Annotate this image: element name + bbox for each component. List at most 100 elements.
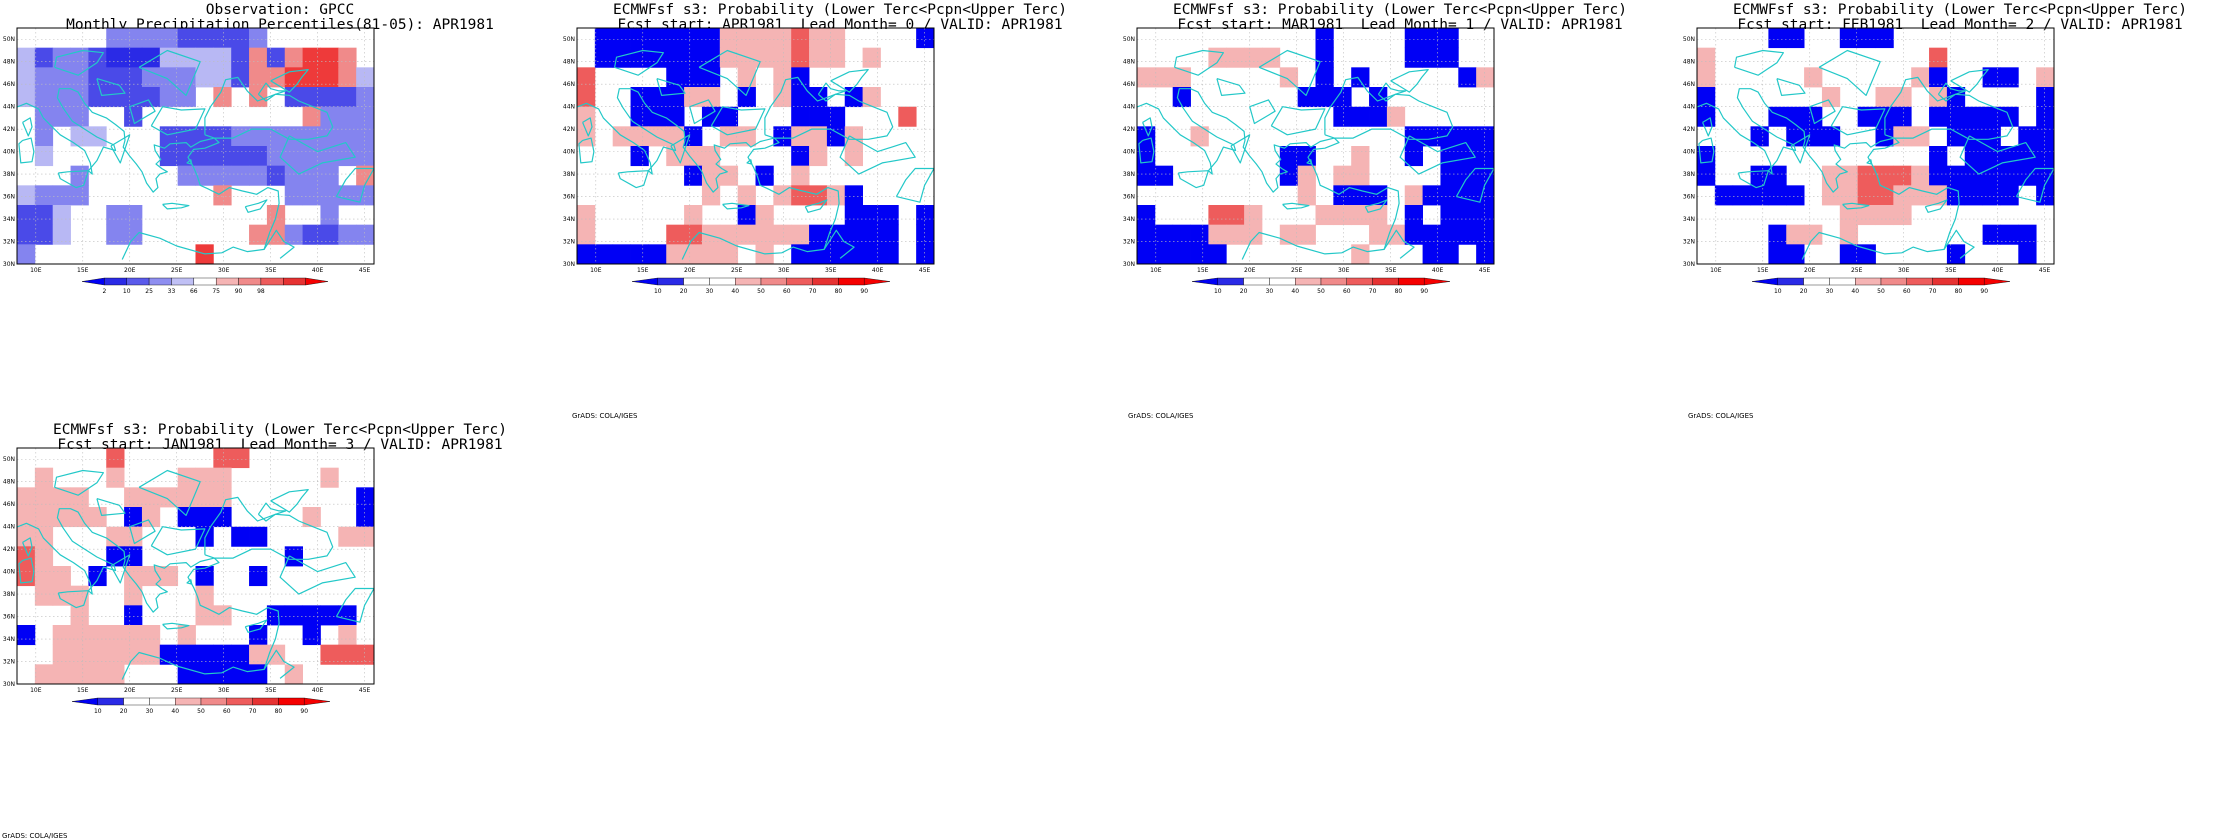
- grid-cell: [17, 205, 36, 226]
- coastline: [698, 49, 761, 96]
- grid-cell: [916, 28, 934, 49]
- grid-cell: [302, 106, 321, 127]
- grid-cell: [213, 507, 232, 528]
- map-panel-lead-month-2: ECMWFsf s3: Probability (Lower Terc<Pcpn…: [1680, 0, 2240, 421]
- grid-cell: [302, 87, 321, 108]
- grid-cell: [356, 487, 374, 508]
- colorbar-segment: [1346, 277, 1373, 286]
- grads-credit: GrADS: COLA/IGES: [572, 412, 638, 420]
- map-frame: [1136, 27, 1495, 265]
- grid-cell: [338, 106, 357, 127]
- coastline: [383, 95, 411, 183]
- lon-tick-label: 30E: [778, 267, 790, 274]
- grid-cell: [1946, 244, 1966, 264]
- grid-cell: [1351, 165, 1370, 186]
- grid-cell: [1190, 244, 1209, 264]
- grid-cell: [2018, 165, 2037, 186]
- grid-cell: [1458, 165, 1477, 186]
- grid-cell: [195, 566, 214, 587]
- grid-cell: [1857, 165, 1876, 186]
- grid-cell: [356, 224, 374, 245]
- lon-tick-label: 40E: [1432, 267, 1444, 274]
- colorbar-label: 50: [1317, 288, 1325, 295]
- grid-cell: [773, 185, 792, 206]
- grid-cell: [1137, 67, 1156, 88]
- grid-cell: [338, 625, 357, 646]
- colorbar-segment: [1777, 277, 1804, 286]
- grid-cell: [1333, 185, 1352, 206]
- grid-cell: [213, 605, 232, 626]
- coastline: [1702, 117, 1713, 137]
- grid-cell: [338, 126, 357, 147]
- grid-cell: [701, 47, 721, 68]
- grid-cell: [1946, 126, 1966, 147]
- grid-cell: [17, 47, 36, 68]
- map-plot: 30N 32N 34N 36N 38N 40N 42N 44N 46N 48N 50N 10E 15E 2…: [563, 27, 935, 295]
- grid-cell: [844, 244, 863, 264]
- colorbar: 10 20 30 40 50 60 70 80 90: [631, 277, 891, 295]
- grid-cell: [88, 67, 107, 88]
- lat-tick-label: 48N: [1683, 59, 1695, 66]
- grid-cell: [159, 87, 179, 108]
- grid-cell: [213, 664, 232, 684]
- grid-cell: [1154, 67, 1174, 88]
- colorbar-label: 60: [1903, 288, 1911, 295]
- grid-cell: [124, 526, 143, 547]
- grid-cell: [17, 185, 36, 206]
- colorbar-segment: [1854, 277, 1882, 286]
- coastline: [150, 106, 206, 136]
- grid-cell: [34, 526, 54, 547]
- grid-cell: [17, 224, 36, 245]
- grid-cell: [88, 644, 107, 665]
- lon-tick-label: 40E: [312, 687, 324, 694]
- grid-cell: [320, 165, 339, 186]
- grid-cell: [719, 28, 739, 49]
- grid-cell: [1857, 244, 1876, 264]
- grid-cell: [124, 87, 143, 108]
- grid-cell: [34, 566, 54, 587]
- grid-cell: [791, 224, 810, 245]
- grid-cell: [1386, 106, 1406, 127]
- coastline: [270, 489, 309, 513]
- grid-cell: [1244, 205, 1263, 226]
- grid-cell: [1333, 205, 1352, 226]
- lon-tick-label: 45E: [1479, 267, 1491, 274]
- lat-tick-label: 30N: [3, 261, 15, 268]
- lon-tick-label: 10E: [590, 267, 602, 274]
- coastline: [1776, 78, 1806, 96]
- grid-cell: [719, 244, 739, 264]
- grid-cell: [1893, 165, 1912, 186]
- grid-cell: [826, 106, 846, 127]
- colorbar-label: 30: [1826, 288, 1834, 295]
- grid-cell: [1422, 244, 1441, 264]
- grid-cell: [124, 205, 143, 226]
- grid-cell: [1458, 224, 1477, 245]
- colorbar-segment: [1829, 277, 1856, 286]
- grid-cell: [106, 644, 125, 665]
- grid-cell: [1422, 47, 1441, 68]
- grid-cell: [213, 487, 232, 508]
- grid-cell: [52, 67, 71, 88]
- grid-cell: [34, 146, 54, 167]
- colorbar-segment: [760, 277, 787, 286]
- grid-cell: [88, 664, 107, 684]
- grid-cell: [1697, 165, 1716, 186]
- grid-cell: [1857, 185, 1876, 206]
- grid-cell: [195, 507, 214, 528]
- grid-cell: [141, 87, 161, 108]
- lon-tick-label: 25E: [171, 687, 183, 694]
- map-panel-lead-month-3: ECMWFsf s3: Probability (Lower Terc<Pcpn…: [0, 420, 560, 840]
- grid-cell: [249, 625, 268, 646]
- colorbar-segment: [71, 697, 99, 706]
- grid-cell: [701, 87, 721, 108]
- coastline: [1737, 170, 1769, 189]
- grid-cell: [826, 47, 846, 68]
- grid-cell: [195, 585, 214, 606]
- coastline: [670, 134, 691, 164]
- grid-cell: [791, 47, 810, 68]
- coastline: [279, 135, 356, 175]
- grid-cell: [356, 106, 374, 127]
- lon-tick-label: 45E: [359, 267, 371, 274]
- colorbar-segment: [1398, 277, 1425, 286]
- grid-cell: [755, 47, 774, 68]
